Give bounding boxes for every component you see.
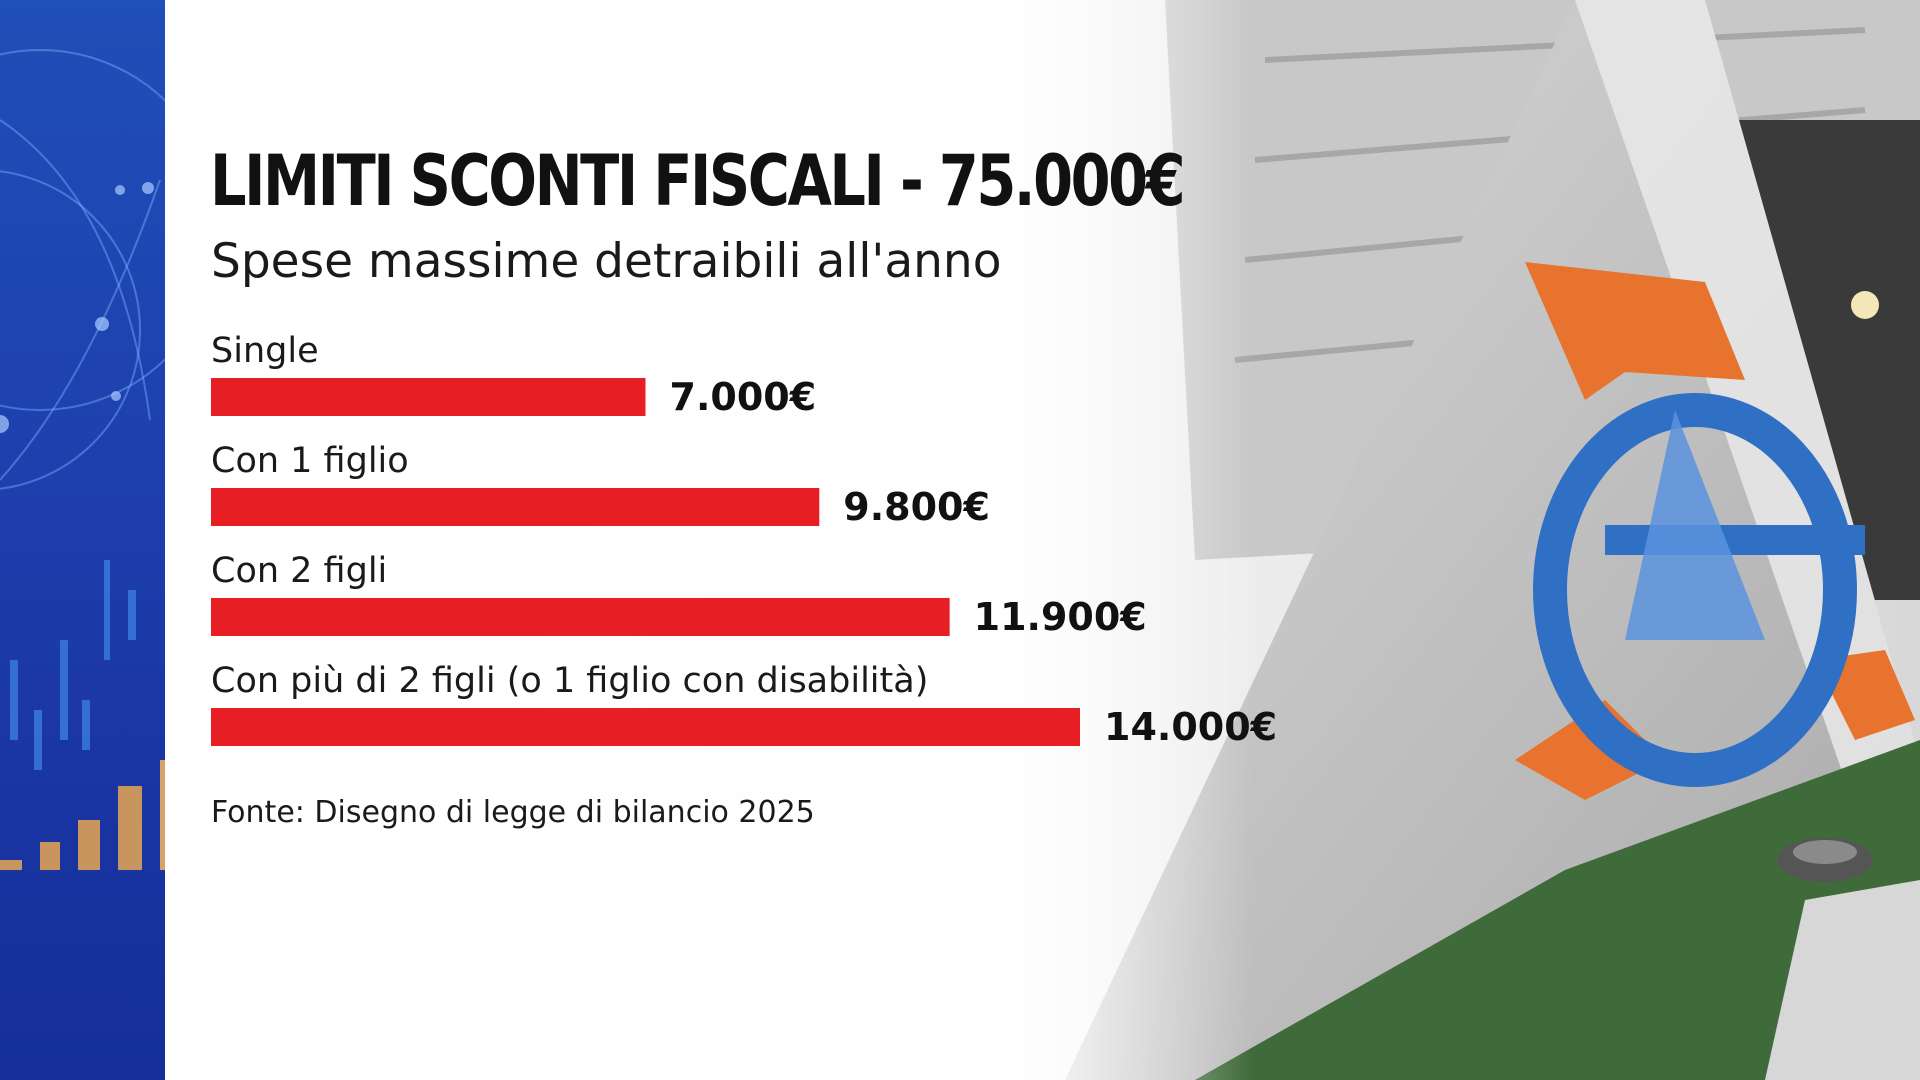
value-label: 14.000€ (1104, 705, 1277, 749)
graphic-background (165, 0, 1920, 1080)
source-note: Fonte: Disegno di legge di bilancio 2025 (211, 795, 815, 830)
agenzia-entrate-building-photo (165, 0, 1920, 1080)
bar (211, 598, 950, 636)
bar (211, 708, 1080, 746)
value-label: 7.000€ (670, 375, 817, 419)
bar (211, 378, 646, 416)
value-label: 11.900€ (974, 595, 1147, 639)
bar (211, 488, 820, 526)
category-label: Con più di 2 figli (o 1 figlio con disab… (211, 661, 928, 701)
left-decorative-panel (0, 0, 165, 1080)
page-subtitle: Spese massime detraibili all'anno (211, 234, 1002, 289)
page-title: LIMITI SCONTI FISCALI - 75.000€ (210, 140, 1186, 222)
category-label: Single (211, 331, 319, 371)
network-graphic (0, 49, 165, 870)
category-label: Con 2 figli (211, 551, 387, 591)
value-label: 9.800€ (843, 485, 990, 529)
category-label: Con 1 figlio (211, 441, 409, 481)
